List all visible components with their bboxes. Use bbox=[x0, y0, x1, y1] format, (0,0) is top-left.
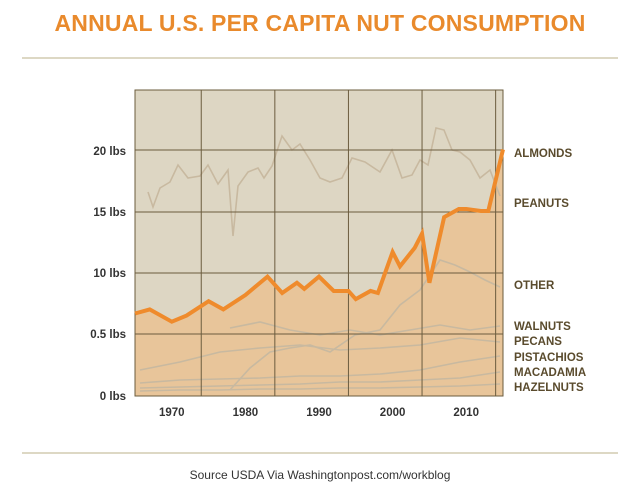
series-label-almonds: ALMONDS bbox=[514, 148, 572, 160]
series-line-hazelnuts bbox=[139, 383, 501, 392]
y-tick-label: 15 lbs bbox=[93, 207, 126, 219]
series-line-pecans bbox=[139, 337, 501, 371]
x-tick-labels: 1970 1980 1990 2000 2010 bbox=[159, 407, 479, 419]
chart-title: ANNUAL U.S. PER CAPITA NUT CONSUMPTION bbox=[54, 10, 586, 36]
plot-frame bbox=[134, 89, 504, 397]
x-tick-label: 2010 bbox=[453, 407, 479, 419]
y-tick-label: 20 lbs bbox=[93, 146, 126, 158]
bottom-divider bbox=[22, 452, 618, 454]
series-line-pistachios bbox=[139, 355, 501, 384]
series-label-peanuts: PEANUTS bbox=[514, 198, 569, 210]
x-tick-label: 1990 bbox=[306, 407, 332, 419]
series-line-almonds bbox=[134, 149, 505, 324]
y-tick-labels: 20 lbs 15 lbs 10 lbs 0.5 lbs 0 lbs bbox=[90, 146, 126, 403]
x-tick-label: 1980 bbox=[233, 407, 259, 419]
x-tick-label: 1970 bbox=[159, 407, 185, 419]
series-line-macadamia bbox=[139, 371, 501, 389]
series-label-pecans: PECANS bbox=[514, 336, 562, 348]
y-tick-label: 0.5 lbs bbox=[90, 329, 126, 341]
source-note: Source USDA Via Washingtonpost.com/workb… bbox=[189, 468, 451, 482]
series-line-peanuts bbox=[147, 127, 501, 237]
series-label-macadamia: MACADAMIA bbox=[514, 367, 586, 379]
series-label-walnuts: WALNUTS bbox=[514, 321, 571, 333]
y-tick-label: 10 lbs bbox=[93, 268, 126, 280]
top-divider bbox=[22, 57, 618, 59]
y-tick-label: 0 lbs bbox=[100, 391, 126, 403]
series-label-other: OTHER bbox=[514, 280, 555, 292]
x-tick-label: 2000 bbox=[380, 407, 406, 419]
series-label-pistachios: PISTACHIOS bbox=[514, 352, 584, 364]
background-series-lines bbox=[139, 127, 501, 392]
series-label-hazelnuts: HAZELNUTS bbox=[514, 382, 584, 394]
series-line-other bbox=[229, 259, 501, 391]
series-labels: ALMONDS PEANUTS OTHER WALNUTS PECANS PISTACHI… bbox=[514, 148, 586, 394]
